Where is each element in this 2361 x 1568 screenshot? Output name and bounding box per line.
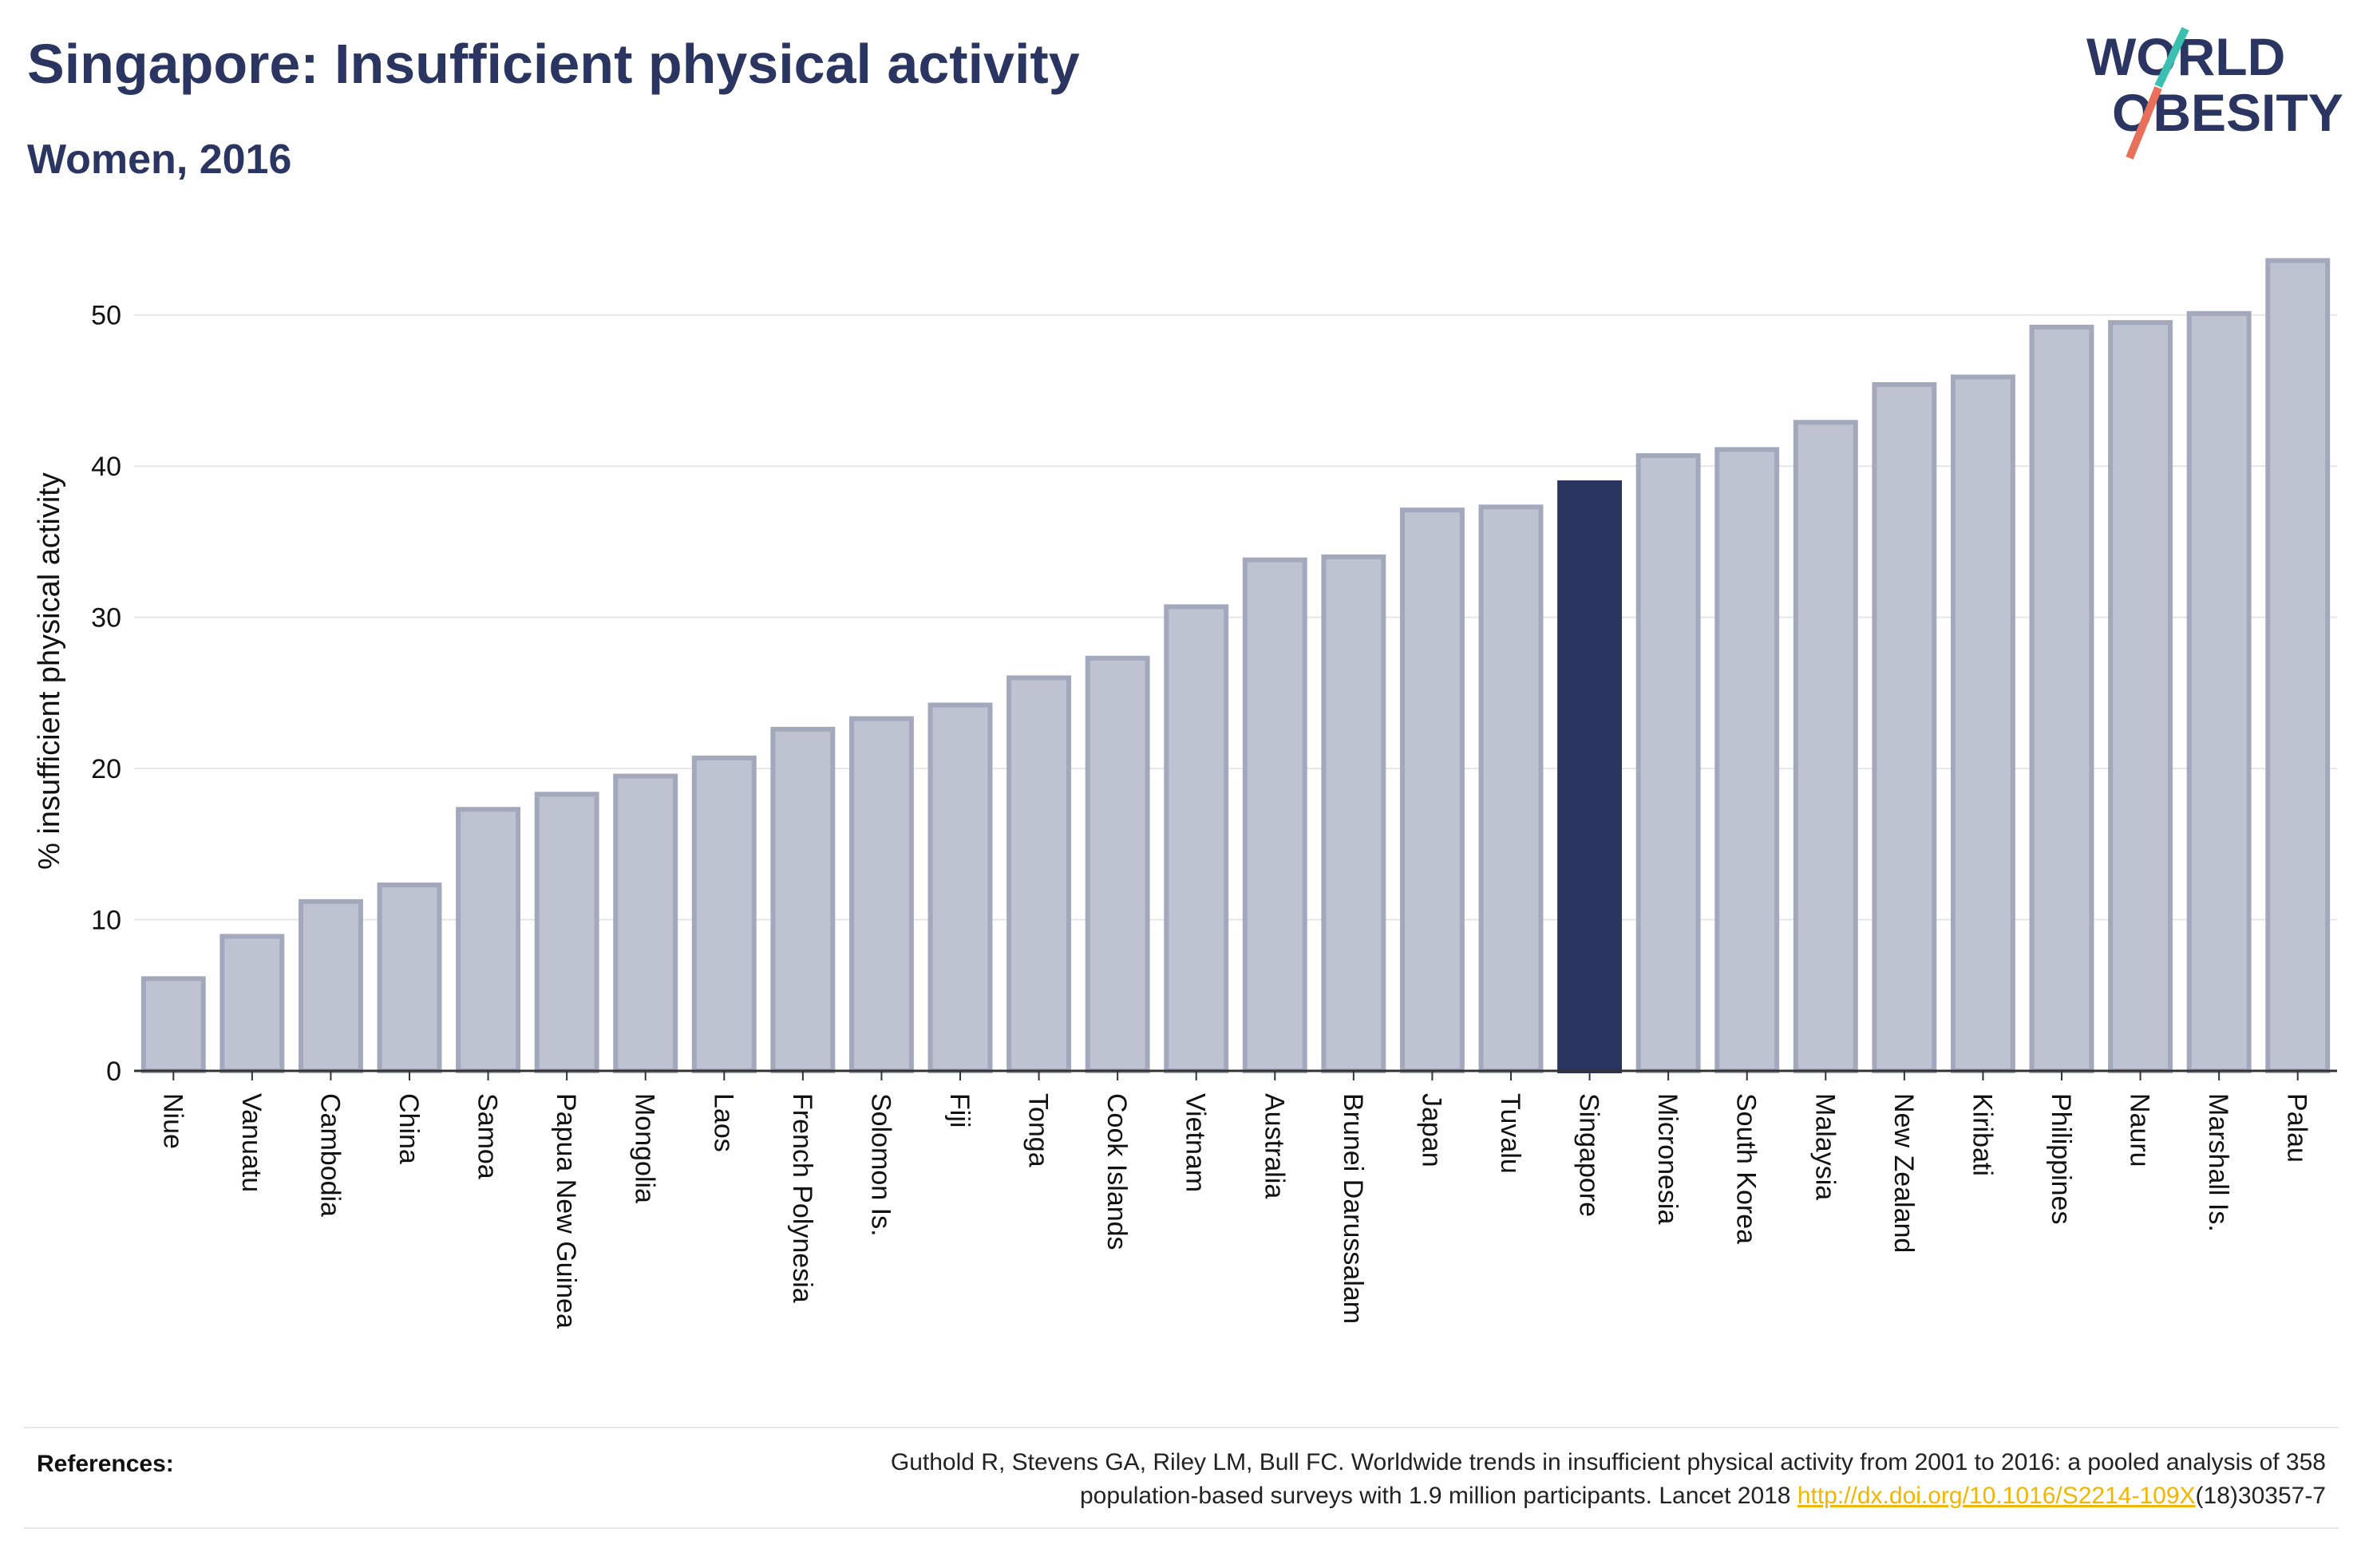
x-tick-label: Niue [157,1093,188,1149]
x-tick-label: Micronesia [1652,1093,1683,1224]
bar [534,792,599,1073]
x-tick-label: Cook Islands [1101,1093,1132,1250]
bar [1635,452,1701,1073]
bar [2265,258,2331,1074]
logo-slash-coral [2126,86,2162,160]
bar-chart: 0 10 20 30 40 50 Niue Vanuatu Cambodia China Samoa… [33,258,2337,1329]
bar-highlight [1557,480,1623,1073]
y-tick-label: 10 [91,906,121,936]
x-tick-label: Australia [1259,1093,1289,1199]
x-tick-label: Tonga [1023,1093,1054,1167]
bar [1793,420,1858,1073]
bar [770,726,836,1073]
bar [1399,508,1465,1073]
logo-slash-teal [2154,26,2189,89]
x-tick-label: Palau [2282,1093,2312,1163]
bar [1714,447,1780,1073]
bar [456,807,521,1074]
x-tick-label: Laos [708,1093,738,1152]
x-tick-label: Tuvalu [1495,1093,1525,1174]
x-tick-label: Nauru [2125,1093,2155,1167]
x-tick-label: Malaysia [1809,1093,1840,1200]
bar [1872,381,1937,1074]
x-tick-label: Fiji [944,1093,975,1128]
x-tick-label: Solomon Is. [865,1093,896,1237]
x-tick-label: Philippines [2046,1093,2076,1224]
bar [1085,655,1150,1073]
bar [219,934,285,1074]
x-tick-label: South Korea [1731,1093,1762,1244]
references-line1: Guthold R, Stevens GA, Riley LM, Bull FC… [890,1449,2326,1475]
x-tick-label: Vietnam [1180,1093,1211,1192]
bar [2186,310,2252,1074]
y-tick-label: 20 [91,754,121,784]
bar [298,899,363,1073]
references-label: References: [37,1451,174,1477]
bar [2108,320,2173,1073]
bar [927,702,993,1074]
world-obesity-logo: WORLD OBESITY [2086,26,2343,160]
x-tick-label: Samoa [473,1093,503,1179]
x-tick-label: Kiribati [1967,1093,1997,1176]
chart-title: Singapore: Insufficient physical activit… [27,33,1080,95]
bar [613,773,678,1074]
x-tick-label: Vanuatu [236,1093,267,1192]
references-text: Guthold R, Stevens GA, Riley LM, Bull FC… [490,1446,2326,1513]
bar [1164,604,1229,1073]
x-tick-label: Japan [1416,1093,1446,1167]
bar [691,755,757,1073]
x-tick-label: Marshall Is. [2203,1093,2233,1232]
bar [1950,374,2015,1073]
references-doi-link[interactable]: http://dx.doi.org/10.1016/S2214-109X [1797,1483,2196,1509]
x-tick-label: China [394,1093,424,1164]
references-line2-end: (18)30357-7 [2195,1483,2326,1509]
references-line2: population-based surveys with 1.9 millio… [1079,1483,1797,1509]
x-tick-label: French Polynesia [787,1093,817,1303]
bar [1321,554,1386,1073]
x-tick-label: Mongolia [630,1093,660,1203]
y-axis-label: % insufficient physical activity [33,472,66,870]
y-tick-label: 0 [106,1057,121,1087]
bar [377,882,442,1074]
x-tick-label: Brunei Darussalam [1338,1093,1368,1324]
y-tick-label: 50 [91,301,121,331]
bar [2029,324,2094,1074]
bar [140,976,206,1074]
x-tick-label: New Zealand [1888,1093,1919,1253]
x-tick-label: Singapore [1574,1093,1604,1217]
bar [1242,557,1307,1073]
bar [1006,675,1072,1073]
x-tick-label: Cambodia [314,1093,345,1217]
bar [848,716,914,1073]
x-tick-label: Papua New Guinea [551,1093,581,1329]
chart-subtitle: Women, 2016 [27,136,292,183]
bar [1478,504,1544,1073]
y-tick-label: 30 [91,603,121,634]
y-tick-label: 40 [91,452,121,482]
references-section: References: Guthold R, Stevens GA, Riley… [24,1427,2339,1529]
